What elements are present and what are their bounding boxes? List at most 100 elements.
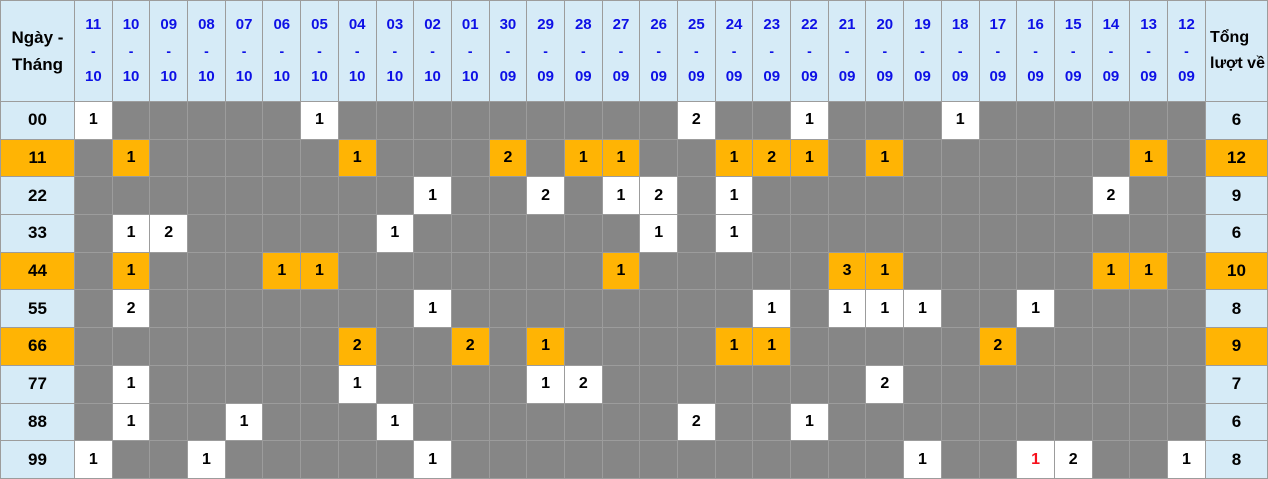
date-header-sep: - (467, 43, 473, 59)
cell-33-26-09: 1 (639, 214, 678, 253)
cell-44-28-09 (563, 251, 603, 291)
cell-22-25-09 (677, 176, 716, 216)
date-header-month: 09 (537, 68, 554, 85)
row-00: 00 1 1 2 1 1 6 (0, 101, 1268, 140)
cell-88-26-09 (639, 402, 678, 442)
date-header-month: 10 (198, 68, 215, 85)
cell-22-06-10 (262, 176, 302, 216)
date-header-month: 09 (1140, 68, 1157, 85)
cell-33-19-09 (903, 214, 942, 253)
cell-11-14-09 (1091, 138, 1131, 178)
cell-22-07-10 (224, 176, 264, 216)
cell-11-17-09 (978, 138, 1018, 178)
date-header-day: 05 (311, 16, 328, 33)
cell-66-16-09 (1016, 327, 1055, 366)
date-header-sep: - (995, 43, 1001, 59)
cell-44-21-09: 3 (827, 251, 867, 291)
date-header-sep: - (430, 43, 435, 59)
cell-77-19-09 (903, 364, 942, 404)
date-header-24-09: 24 - 09 (714, 0, 754, 102)
cell-00-08-10 (187, 101, 226, 140)
cell-66-10-10 (111, 327, 151, 366)
date-header-month: 09 (1102, 68, 1120, 85)
cell-00-19-09 (903, 101, 942, 140)
date-header-27-09: 27 - 09 (601, 0, 641, 102)
date-header-13-09: 13 - 09 (1129, 0, 1168, 102)
cell-44-06-10: 1 (262, 251, 302, 291)
cell-11-20-09: 1 (865, 138, 905, 178)
cell-33-06-10 (262, 214, 302, 253)
cell-00-21-09 (827, 101, 867, 140)
cell-00-16-09 (1016, 101, 1055, 140)
cell-66-02-10 (413, 327, 452, 366)
cell-55-16-09: 1 (1016, 289, 1055, 329)
cell-55-12-09 (1166, 289, 1207, 329)
row-88: 88 1 1 1 2 1 6 (0, 402, 1268, 442)
row-22: 22 1 2 1 2 1 2 9 (0, 176, 1268, 216)
cell-88-13-09 (1129, 402, 1168, 442)
date-header-sep: - (769, 43, 775, 59)
cell-66-20-09 (865, 327, 905, 366)
cell-77-25-09 (677, 364, 716, 404)
date-header-28-09: 28 - 09 (563, 0, 603, 102)
cell-11-26-09 (639, 138, 678, 178)
cell-33-14-09 (1091, 214, 1131, 253)
cell-11-04-10: 1 (337, 138, 377, 178)
cell-33-21-09 (827, 214, 867, 253)
date-header-sep: - (580, 43, 586, 59)
cell-11-30-09: 2 (488, 138, 528, 178)
cell-22-30-09 (488, 176, 528, 216)
date-header-sep: - (543, 43, 548, 59)
cell-99-23-09 (752, 440, 792, 479)
cell-77-07-10 (224, 364, 264, 404)
corner-header: Ngày - Tháng (0, 0, 75, 102)
cell-00-05-10: 1 (300, 101, 339, 140)
cell-00-24-09 (714, 101, 754, 140)
cell-00-17-09 (978, 101, 1018, 140)
cell-22-09-10 (149, 176, 189, 216)
cell-44-12-09 (1166, 251, 1207, 291)
cell-77-26-09 (639, 364, 678, 404)
cell-33-02-10 (413, 214, 452, 253)
cell-44-01-10 (450, 251, 490, 291)
date-header-day: 19 (914, 16, 931, 33)
row-66: 66 2 2 1 1 1 2 9 (0, 327, 1268, 366)
date-header-month: 09 (1027, 68, 1044, 85)
cell-44-23-09 (752, 251, 792, 291)
cell-33-03-10: 1 (375, 214, 415, 253)
date-header-day: 24 (725, 16, 743, 33)
date-header-day: 08 (198, 16, 215, 33)
cell-11-18-09 (940, 138, 980, 178)
cell-88-02-10 (413, 402, 452, 442)
cell-55-02-10: 1 (413, 289, 452, 329)
date-header-sep: - (317, 43, 322, 59)
cell-77-10-10: 1 (111, 364, 151, 404)
date-header-month: 10 (235, 68, 253, 85)
date-header-03-10: 03 - 10 (375, 0, 415, 102)
cell-11-01-10 (450, 138, 490, 178)
date-header-sep: - (392, 43, 398, 59)
cell-77-23-09 (752, 364, 792, 404)
date-header-month: 09 (688, 68, 705, 85)
cell-55-28-09 (563, 289, 603, 329)
cell-66-15-09 (1053, 327, 1093, 366)
date-header-sep: - (694, 43, 699, 59)
cell-99-12-09: 1 (1166, 440, 1207, 479)
cell-11-05-10 (300, 138, 339, 178)
date-header-month: 09 (1178, 68, 1195, 85)
cell-44-19-09 (903, 251, 942, 291)
cell-44-09-10 (149, 251, 189, 291)
cell-44-16-09 (1016, 251, 1055, 291)
cell-77-22-09 (790, 364, 829, 404)
cell-77-02-10 (413, 364, 452, 404)
cell-99-07-10 (224, 440, 264, 479)
row-label-11: 11 (0, 138, 75, 178)
date-header-month: 09 (951, 68, 969, 85)
cell-99-16-09: 1 (1016, 440, 1055, 479)
date-header-month: 09 (499, 68, 517, 85)
cell-44-08-10 (187, 251, 226, 291)
date-header-30-09: 30 - 09 (488, 0, 528, 102)
row-33: 33 1 2 1 1 1 6 (0, 214, 1268, 253)
cell-55-14-09 (1091, 289, 1131, 329)
cell-99-13-09 (1129, 440, 1168, 479)
